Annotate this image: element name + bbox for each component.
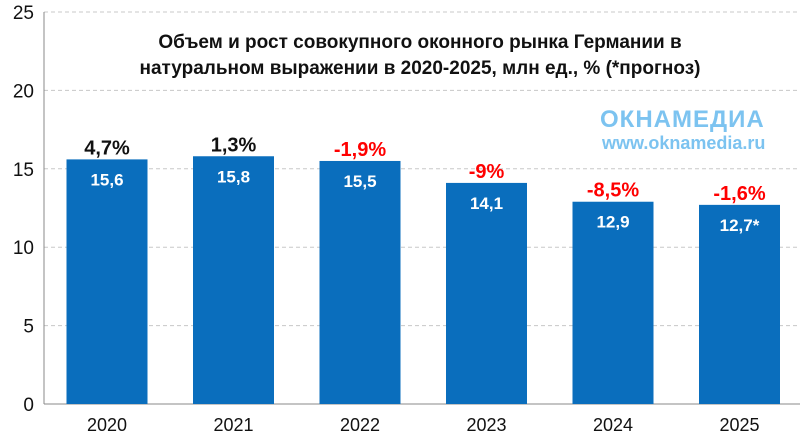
value-label: 15,8: [217, 167, 250, 186]
bar: [66, 159, 148, 404]
value-label: 15,6: [90, 170, 123, 189]
title-line-2: натуральном выражении в 2020-2025, млн е…: [139, 58, 701, 79]
y-tick-label: 15: [13, 160, 34, 181]
growth-label: 4,7%: [84, 137, 130, 159]
y-tick-label: 20: [13, 81, 34, 102]
value-label: 14,1: [470, 194, 503, 213]
chart-title: Объем и рост совокупного оконного рынка …: [60, 30, 780, 82]
growth-label: -8,5%: [587, 180, 639, 202]
y-tick-label: 10: [13, 238, 34, 259]
growth-label: 1,3%: [211, 134, 257, 156]
y-tick-label: 0: [23, 395, 34, 416]
x-tick-label: 2022: [340, 415, 380, 435]
value-label: 15,5: [343, 172, 376, 191]
y-tick-label: 5: [23, 317, 34, 338]
growth-label: -9%: [469, 161, 505, 183]
title-line-1: Объем и рост совокупного оконного рынка …: [158, 32, 682, 53]
watermark-logo: ОКНАМЕДИА: [600, 106, 765, 133]
value-label: 12,7*: [720, 216, 760, 235]
x-tick-label: 2024: [593, 415, 633, 435]
x-tick-label: 2023: [466, 415, 506, 435]
x-tick-label: 2025: [719, 415, 759, 435]
y-tick-label: 25: [13, 3, 34, 24]
value-label: 12,9: [596, 213, 629, 232]
bar: [193, 156, 274, 404]
growth-label: -1,6%: [713, 183, 765, 205]
bar: [319, 160, 401, 404]
x-tick-label: 2020: [87, 415, 127, 435]
x-tick-label: 2021: [213, 415, 253, 435]
bar: [699, 204, 780, 404]
watermark-url: www.oknamedia.ru: [602, 133, 766, 153]
bar: [446, 182, 527, 404]
growth-label: -1,9%: [334, 139, 386, 161]
bar: [572, 201, 654, 404]
